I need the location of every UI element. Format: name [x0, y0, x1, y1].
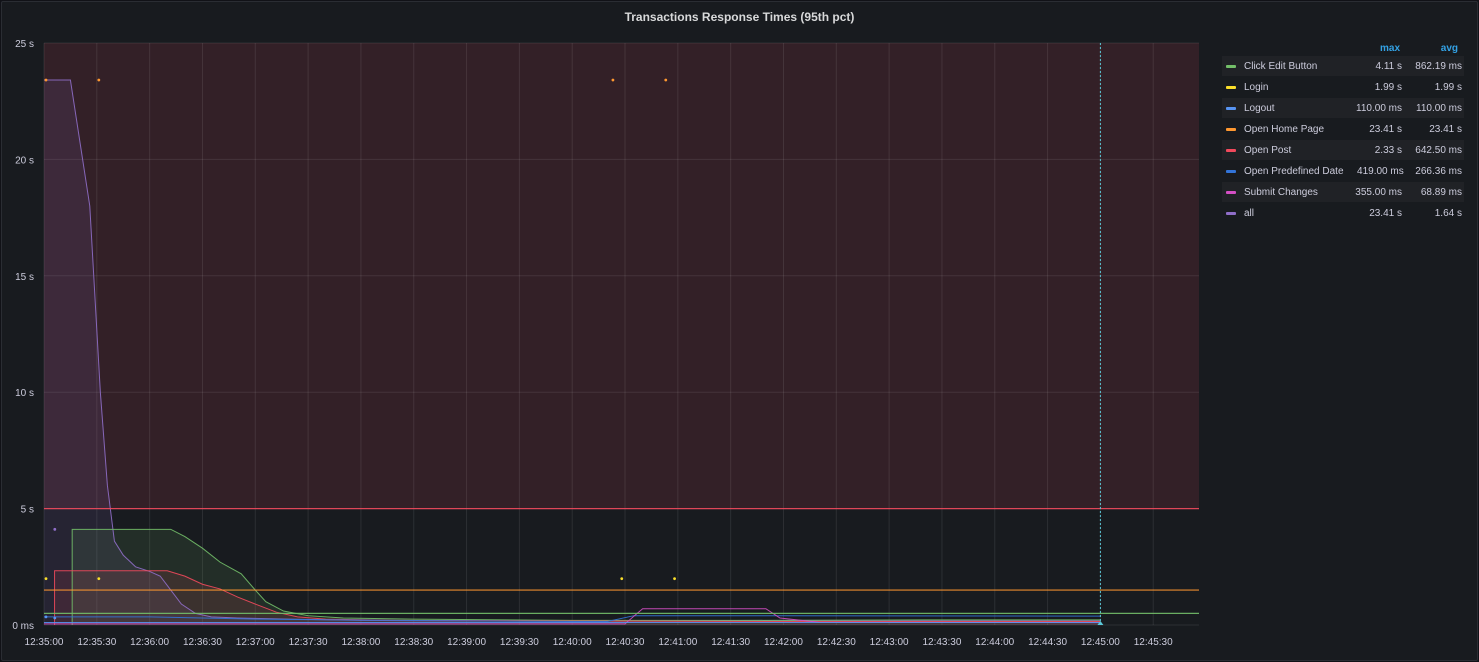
legend-item[interactable]: all 23.41 s 1.64 s	[1222, 203, 1464, 223]
legend-avg-value: 68.89 ms	[1402, 187, 1464, 198]
legend-series-name: Logout	[1244, 103, 1340, 114]
legend-item[interactable]: Click Edit Button 4.11 s 862.19 ms	[1222, 56, 1464, 76]
x-tick-label: 12:36:00	[130, 637, 169, 648]
data-point-marker	[45, 79, 48, 82]
legend-swatch	[1226, 170, 1236, 173]
legend-swatch	[1226, 86, 1236, 89]
legend-max-value: 23.41 s	[1340, 124, 1402, 135]
x-tick-label: 12:45:30	[1134, 637, 1173, 648]
y-tick-label: 20 s	[15, 155, 34, 166]
data-point-marker	[97, 79, 100, 82]
y-tick-label: 5 s	[21, 505, 34, 516]
legend-series-name: Open Post	[1244, 145, 1340, 156]
legend-avg-value: 110.00 ms	[1402, 103, 1464, 114]
legend-item[interactable]: Open Home Page 23.41 s 23.41 s	[1222, 119, 1464, 139]
data-point-marker	[612, 79, 615, 82]
x-tick-label: 12:37:00	[236, 637, 275, 648]
x-tick-label: 12:41:30	[711, 637, 750, 648]
legend-series-name: Submit Changes	[1244, 187, 1340, 198]
data-point-marker	[664, 79, 667, 82]
legend-max-value: 4.11 s	[1340, 61, 1402, 72]
legend: max avg Click Edit Button 4.11 s 862.19 ms…	[1222, 40, 1464, 224]
data-point-marker	[620, 577, 623, 580]
legend-item[interactable]: Open Post 2.33 s 642.50 ms	[1222, 140, 1464, 160]
legend-avg-value: 862.19 ms	[1402, 61, 1464, 72]
legend-item[interactable]: Login 1.99 s 1.99 s	[1222, 77, 1464, 97]
data-point-marker	[45, 577, 48, 580]
data-point-marker	[673, 577, 676, 580]
x-tick-label: 12:39:00	[447, 637, 486, 648]
legend-max-value: 355.00 ms	[1340, 187, 1402, 198]
legend-max-header[interactable]: max	[1342, 43, 1404, 54]
legend-swatch	[1226, 107, 1236, 110]
legend-avg-value: 1.99 s	[1402, 82, 1464, 93]
legend-item[interactable]: Open Predefined Date 419.00 ms 266.36 ms	[1222, 161, 1464, 181]
x-tick-label: 12:38:00	[341, 637, 380, 648]
legend-avg-value: 642.50 ms	[1402, 145, 1464, 156]
x-tick-label: 12:36:30	[183, 637, 222, 648]
legend-swatch	[1226, 212, 1236, 215]
x-tick-label: 12:40:00	[553, 637, 592, 648]
y-tick-label: 15 s	[15, 272, 34, 283]
legend-avg-value: 23.41 s	[1402, 124, 1464, 135]
x-tick-label: 12:37:30	[289, 637, 328, 648]
legend-max-value: 110.00 ms	[1340, 103, 1402, 114]
data-point-marker	[45, 615, 48, 618]
x-tick-label: 12:42:00	[764, 637, 803, 648]
legend-series-name: all	[1244, 208, 1340, 219]
x-tick-label: 12:35:30	[77, 637, 116, 648]
x-tick-label: 12:40:30	[606, 637, 645, 648]
x-tick-label: 12:44:00	[975, 637, 1014, 648]
data-point-marker	[97, 577, 100, 580]
y-tick-label: 10 s	[15, 388, 34, 399]
legend-header: max avg	[1222, 40, 1464, 56]
legend-series-name: Login	[1244, 82, 1340, 93]
x-tick-label: 12:39:30	[500, 637, 539, 648]
x-tick-label: 12:43:30	[922, 637, 961, 648]
legend-max-value: 2.33 s	[1340, 145, 1402, 156]
legend-avg-value: 266.36 ms	[1404, 166, 1464, 177]
legend-max-value: 1.99 s	[1340, 82, 1402, 93]
legend-item[interactable]: Logout 110.00 ms 110.00 ms	[1222, 98, 1464, 118]
legend-max-value: 419.00 ms	[1344, 166, 1404, 177]
data-point-marker	[53, 528, 56, 531]
y-tick-label: 25 s	[15, 39, 34, 50]
legend-series-name: Open Home Page	[1244, 124, 1340, 135]
legend-series-name: Click Edit Button	[1244, 61, 1340, 72]
x-tick-label: 12:42:30	[817, 637, 856, 648]
legend-swatch	[1226, 191, 1236, 194]
y-tick-label: 0 ms	[12, 621, 34, 632]
legend-item[interactable]: Submit Changes 355.00 ms 68.89 ms	[1222, 182, 1464, 202]
x-tick-label: 12:38:30	[394, 637, 433, 648]
legend-swatch	[1226, 65, 1236, 68]
x-tick-label: 12:35:00	[25, 637, 64, 648]
legend-swatch	[1226, 128, 1236, 131]
legend-avg-header[interactable]: avg	[1404, 43, 1464, 54]
legend-swatch	[1226, 149, 1236, 152]
legend-max-value: 23.41 s	[1340, 208, 1402, 219]
x-tick-label: 12:43:00	[870, 637, 909, 648]
legend-series-name: Open Predefined Date	[1244, 166, 1344, 177]
x-tick-label: 12:44:30	[1028, 637, 1067, 648]
x-tick-label: 12:45:00	[1081, 637, 1120, 648]
legend-avg-value: 1.64 s	[1402, 208, 1464, 219]
x-tick-label: 12:41:00	[658, 637, 697, 648]
data-point-marker	[53, 617, 56, 620]
